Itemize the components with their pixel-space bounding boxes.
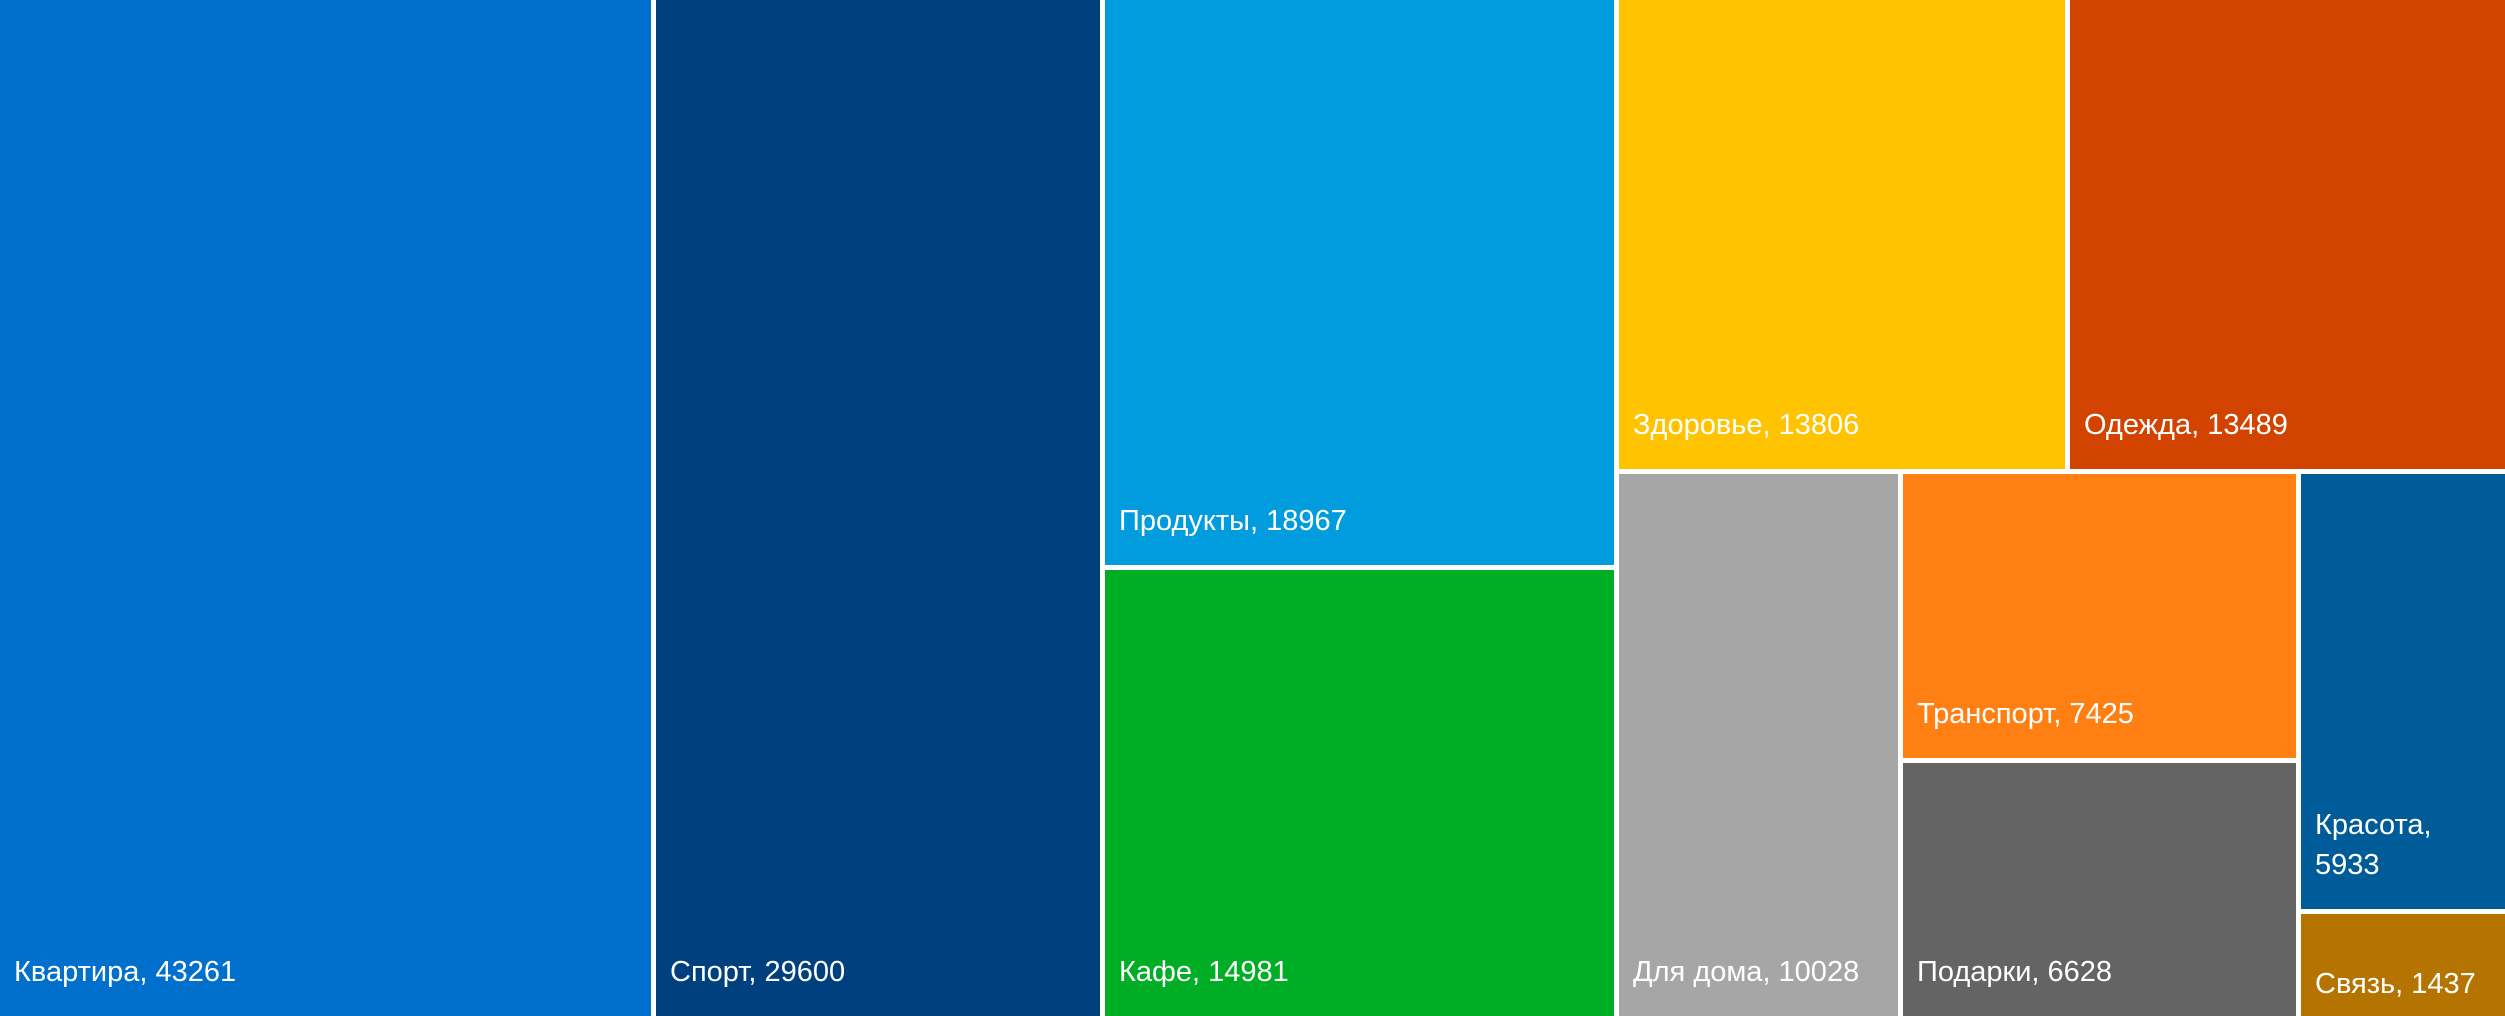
treemap-tile: Для дома, 10028: [1619, 474, 1898, 1016]
treemap-tile: Красота, 5933: [2301, 474, 2505, 909]
treemap-tile: Кафе, 14981: [1105, 570, 1614, 1016]
treemap-tile-label: Красота, 5933: [2315, 809, 2432, 881]
treemap-tile: Связь, 1437: [2301, 914, 2505, 1016]
treemap-tile: Транспорт, 7425: [1903, 474, 2296, 758]
treemap-tile-label: Транспорт, 7425: [1917, 698, 2134, 730]
treemap-tile-label: Кафе, 14981: [1119, 956, 1289, 988]
treemap-tile-label: Одежда, 13489: [2084, 409, 2288, 441]
treemap-tile: Продукты, 18967: [1105, 0, 1614, 565]
treemap-tile: Одежда, 13489: [2070, 0, 2505, 469]
treemap-tile: Подарки, 6628: [1903, 763, 2296, 1016]
treemap-tile: Квартира, 43261: [0, 0, 651, 1016]
treemap-tile-label: Для дома, 10028: [1633, 956, 1860, 988]
treemap-tile-label: Квартира, 43261: [14, 956, 237, 988]
treemap-tile-label: Подарки, 6628: [1917, 956, 2113, 988]
treemap-tile: Здоровье, 13806: [1619, 0, 2065, 469]
treemap-tile-label: Связь, 1437: [2315, 968, 2476, 1000]
treemap-tile: Спорт, 29600: [656, 0, 1100, 1016]
treemap-tile-label: Спорт, 29600: [670, 956, 846, 988]
treemap-tile-label: Продукты, 18967: [1119, 505, 1347, 537]
treemap-tile-label: Здоровье, 13806: [1633, 409, 1860, 441]
